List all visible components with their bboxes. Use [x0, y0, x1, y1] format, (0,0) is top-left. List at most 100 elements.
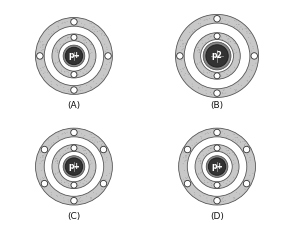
Circle shape [195, 145, 239, 189]
Circle shape [65, 47, 83, 65]
Circle shape [67, 148, 68, 149]
Circle shape [36, 128, 112, 205]
Circle shape [41, 180, 42, 181]
Circle shape [180, 40, 181, 41]
Circle shape [47, 72, 48, 73]
Circle shape [57, 50, 58, 51]
Circle shape [100, 180, 107, 187]
Circle shape [214, 145, 220, 151]
Circle shape [181, 71, 182, 72]
Circle shape [219, 184, 220, 185]
Circle shape [91, 23, 92, 24]
Circle shape [71, 72, 77, 77]
Circle shape [214, 182, 220, 188]
Circle shape [58, 61, 59, 62]
Circle shape [37, 53, 43, 59]
Circle shape [184, 23, 250, 89]
Circle shape [225, 200, 226, 201]
Circle shape [182, 49, 183, 50]
Circle shape [203, 42, 231, 70]
Circle shape [245, 28, 246, 29]
Circle shape [84, 180, 85, 181]
Circle shape [202, 151, 232, 182]
Circle shape [86, 71, 87, 72]
Circle shape [234, 134, 235, 135]
Circle shape [228, 38, 229, 39]
Circle shape [44, 187, 45, 188]
Circle shape [71, 198, 77, 204]
Circle shape [242, 29, 243, 30]
Circle shape [230, 41, 231, 42]
Circle shape [67, 21, 68, 22]
Circle shape [57, 26, 58, 27]
Circle shape [196, 142, 197, 143]
Circle shape [214, 33, 220, 39]
Circle shape [200, 23, 201, 24]
Circle shape [236, 24, 237, 25]
Circle shape [55, 161, 56, 162]
Circle shape [72, 203, 73, 204]
Circle shape [75, 199, 76, 200]
Circle shape [55, 51, 56, 52]
Circle shape [216, 91, 217, 92]
Circle shape [51, 81, 52, 82]
Circle shape [41, 161, 42, 162]
Circle shape [47, 183, 48, 184]
Circle shape [57, 160, 58, 161]
Circle shape [210, 148, 211, 149]
Circle shape [51, 84, 52, 85]
Circle shape [91, 87, 92, 88]
Circle shape [218, 186, 219, 187]
Circle shape [198, 161, 199, 162]
Circle shape [199, 158, 200, 159]
Circle shape [245, 189, 246, 190]
Circle shape [186, 155, 187, 156]
Circle shape [216, 187, 217, 188]
Circle shape [36, 18, 112, 94]
Circle shape [201, 138, 202, 139]
Circle shape [238, 84, 239, 85]
Circle shape [251, 70, 252, 71]
Circle shape [248, 37, 249, 38]
Circle shape [218, 199, 219, 200]
Circle shape [183, 179, 184, 180]
Circle shape [206, 156, 228, 178]
Circle shape [188, 182, 189, 183]
Circle shape [211, 183, 212, 184]
Circle shape [198, 49, 199, 50]
Circle shape [65, 158, 83, 175]
Circle shape [75, 186, 76, 187]
Circle shape [234, 20, 235, 21]
Circle shape [232, 152, 233, 153]
Text: (D): (D) [210, 212, 224, 221]
Circle shape [198, 174, 199, 175]
Circle shape [185, 73, 186, 74]
Circle shape [105, 53, 111, 59]
Circle shape [68, 185, 69, 186]
Circle shape [109, 62, 110, 63]
Circle shape [229, 181, 230, 182]
Circle shape [179, 128, 255, 205]
Circle shape [81, 23, 82, 24]
Circle shape [67, 132, 68, 133]
Circle shape [86, 181, 87, 182]
Circle shape [80, 71, 81, 72]
Circle shape [92, 29, 93, 30]
Text: p+: p+ [211, 162, 223, 171]
Circle shape [96, 83, 97, 84]
Circle shape [90, 160, 91, 161]
Circle shape [186, 178, 187, 179]
Circle shape [197, 47, 198, 48]
Circle shape [42, 67, 43, 68]
Circle shape [224, 72, 225, 73]
Circle shape [214, 16, 220, 22]
Circle shape [73, 187, 74, 188]
Circle shape [181, 60, 182, 61]
Circle shape [104, 35, 105, 36]
Circle shape [197, 50, 198, 51]
Circle shape [77, 75, 78, 76]
Circle shape [234, 67, 235, 68]
Circle shape [218, 186, 219, 187]
Circle shape [103, 185, 104, 186]
Circle shape [226, 36, 227, 37]
